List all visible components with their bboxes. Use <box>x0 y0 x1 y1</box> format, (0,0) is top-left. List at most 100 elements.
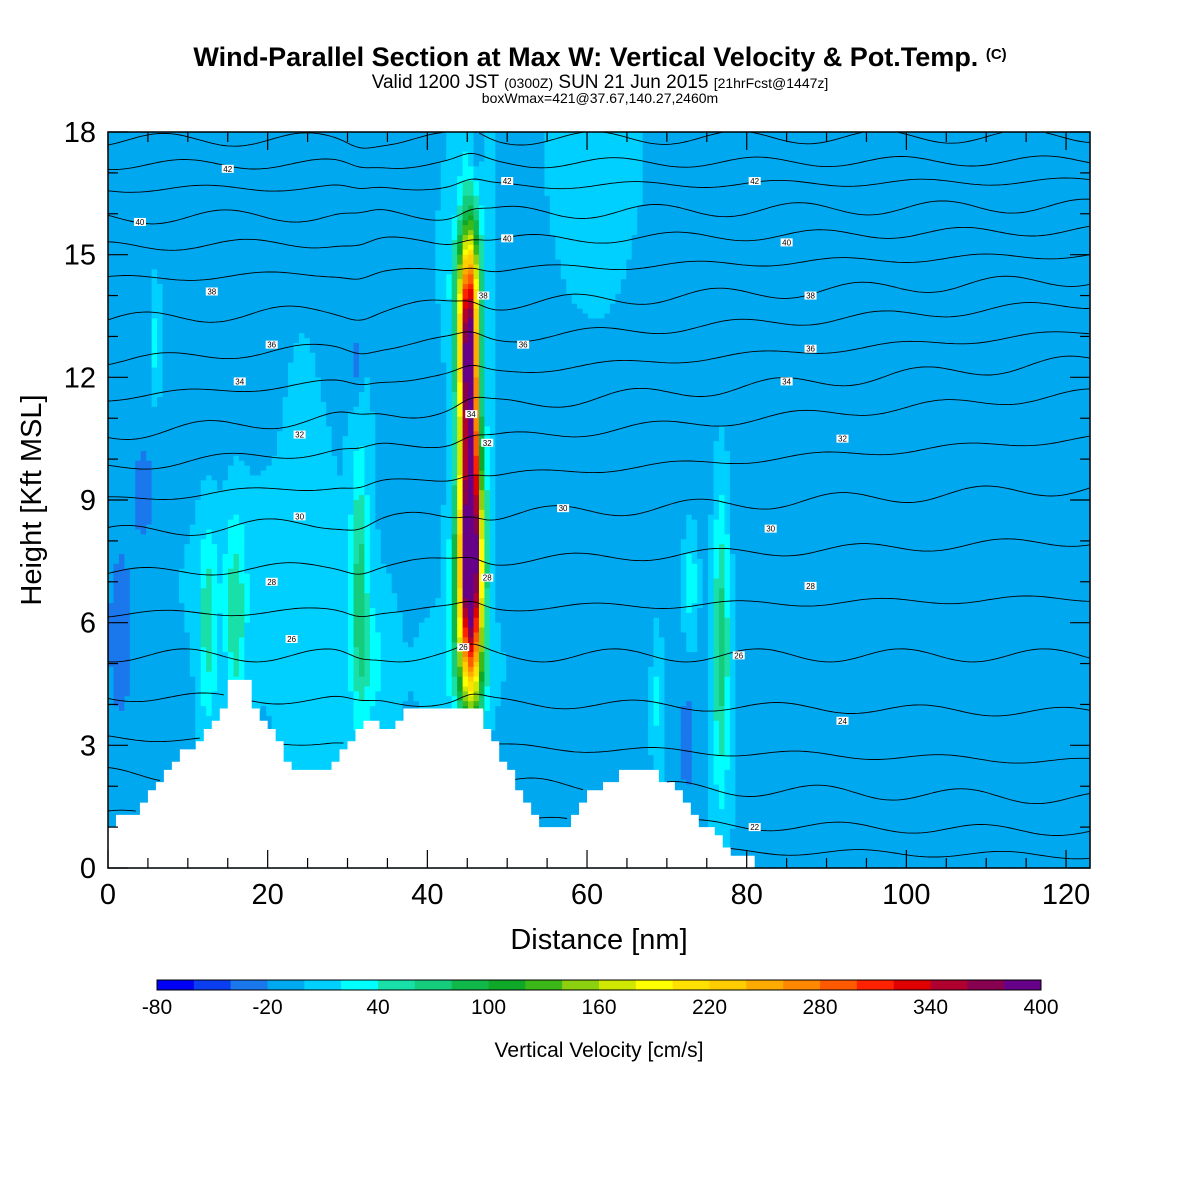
velocity-cell <box>146 607 153 614</box>
velocity-cell <box>200 691 207 697</box>
velocity-cell <box>129 504 136 511</box>
velocity-cell <box>124 593 131 599</box>
velocity-cell <box>108 666 115 673</box>
velocity-cell <box>200 500 207 506</box>
velocity-cell <box>195 132 202 138</box>
velocity-cell <box>184 573 191 580</box>
velocity-cell <box>255 411 262 418</box>
velocity-cell <box>124 730 131 737</box>
velocity-cell <box>260 661 267 668</box>
velocity-cell <box>151 460 158 467</box>
velocity-cell <box>184 298 191 305</box>
velocity-cell <box>217 318 224 324</box>
velocity-cell <box>222 490 229 496</box>
velocity-cell <box>222 151 229 158</box>
velocity-cell <box>195 603 202 609</box>
velocity-cell <box>211 132 218 138</box>
velocity-cell <box>146 706 153 712</box>
velocity-cell <box>184 534 191 540</box>
velocity-cell <box>113 303 120 310</box>
velocity-cell <box>189 259 196 266</box>
velocity-cell <box>146 136 153 143</box>
velocity-cell <box>211 328 218 334</box>
velocity-cell <box>113 450 120 457</box>
velocity-cell <box>233 578 240 585</box>
velocity-cell <box>184 720 191 727</box>
velocity-cell <box>189 210 196 217</box>
velocity-cell <box>266 166 273 172</box>
velocity-cell <box>195 578 202 585</box>
velocity-cell <box>206 642 213 648</box>
velocity-cell <box>249 274 256 280</box>
velocity-cell <box>184 195 191 202</box>
velocity-cell <box>282 323 289 329</box>
velocity-cell <box>266 441 273 447</box>
velocity-cell <box>162 657 169 663</box>
velocity-cell <box>271 652 278 658</box>
velocity-cell <box>222 411 229 418</box>
velocity-cell <box>211 504 218 511</box>
velocity-cell <box>238 235 245 241</box>
velocity-cell <box>200 352 207 359</box>
velocity-cell <box>140 392 147 398</box>
velocity-cell <box>184 681 191 688</box>
velocity-cell <box>184 558 191 565</box>
velocity-cell <box>282 132 289 138</box>
velocity-cell <box>140 195 147 202</box>
velocity-cell <box>249 279 256 285</box>
velocity-cell <box>233 475 240 481</box>
forecast-info: [21hrFcst@1447z] <box>714 75 829 91</box>
velocity-cell <box>266 431 273 437</box>
velocity-cell <box>140 558 147 565</box>
velocity-cell <box>206 141 213 148</box>
velocity-cell <box>118 372 125 378</box>
velocity-cell <box>244 652 251 658</box>
velocity-cell <box>228 220 235 226</box>
velocity-cell <box>168 500 175 506</box>
velocity-cell <box>124 254 131 261</box>
velocity-cell <box>146 239 153 246</box>
velocity-cell <box>146 264 153 270</box>
velocity-cell <box>211 249 218 256</box>
velocity-cell <box>200 657 207 663</box>
velocity-cell <box>233 146 240 153</box>
velocity-cell <box>184 377 191 383</box>
velocity-cell <box>108 603 115 609</box>
velocity-cell <box>271 588 278 594</box>
velocity-cell <box>173 401 180 408</box>
velocity-cell <box>157 671 164 678</box>
velocity-cell <box>129 745 136 751</box>
velocity-cell <box>195 249 202 256</box>
velocity-cell <box>135 755 142 761</box>
velocity-cell <box>200 190 207 197</box>
velocity-cell <box>217 235 224 241</box>
velocity-cell <box>189 269 196 275</box>
velocity-cell <box>184 333 191 339</box>
velocity-cell <box>211 509 218 516</box>
velocity-cell <box>217 681 224 688</box>
velocity-cell <box>206 136 213 143</box>
velocity-cell <box>222 558 229 565</box>
velocity-cell <box>162 509 169 516</box>
velocity-cell <box>195 367 202 374</box>
velocity-cell <box>118 524 125 531</box>
velocity-cell <box>238 254 245 261</box>
velocity-cell <box>162 308 169 315</box>
velocity-cell <box>173 637 180 643</box>
velocity-cell <box>113 190 120 197</box>
velocity-cell <box>140 666 147 673</box>
velocity-cell <box>266 406 273 413</box>
velocity-cell <box>200 416 207 423</box>
velocity-cell <box>113 740 120 746</box>
velocity-cell <box>200 583 207 589</box>
velocity-cell <box>140 284 147 290</box>
velocity-cell <box>244 171 251 177</box>
velocity-cell <box>238 460 245 467</box>
velocity-cell <box>151 303 158 310</box>
velocity-cell <box>146 244 153 251</box>
velocity-cell <box>151 553 158 560</box>
velocity-cell <box>108 279 115 285</box>
velocity-cell <box>178 514 185 521</box>
velocity-cell <box>277 396 284 403</box>
velocity-cell <box>151 691 158 697</box>
